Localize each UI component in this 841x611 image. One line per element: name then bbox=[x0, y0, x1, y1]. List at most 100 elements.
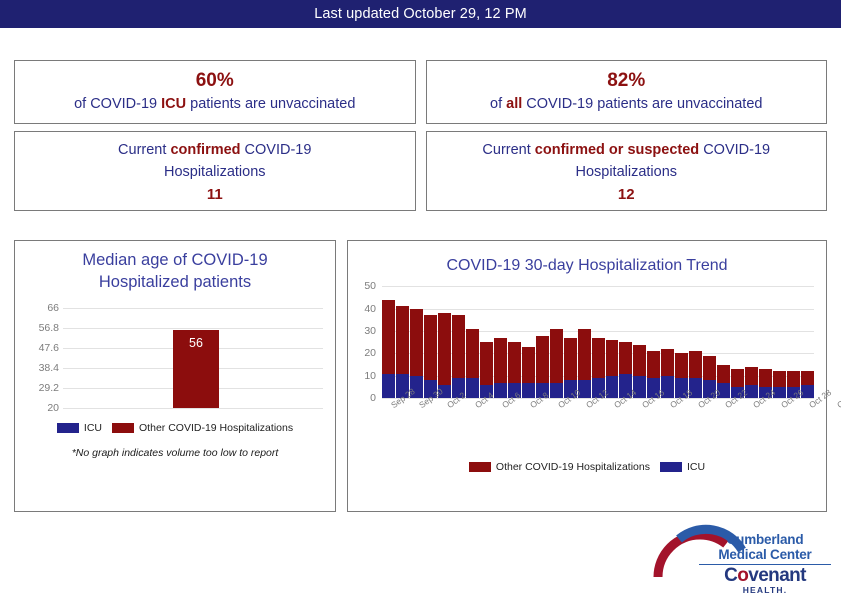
trend-bar-segment-other bbox=[549, 328, 563, 383]
trend-bar-segment-icu bbox=[577, 380, 591, 399]
median-age-bar-value: 56 bbox=[189, 335, 203, 350]
trend-bar-segment-icu bbox=[451, 378, 465, 399]
legend-item[interactable]: ICU bbox=[659, 461, 705, 473]
logo-line-medical-center: Medical Center bbox=[718, 547, 812, 563]
legend-item[interactable]: ICU bbox=[56, 422, 102, 434]
stat-cards-row-1: 60% of COVID-19 ICU patients are unvacci… bbox=[14, 60, 827, 124]
trend-bar[interactable] bbox=[605, 340, 619, 399]
stat-cards-row-2: Current confirmed COVID-19 Hospitalizati… bbox=[14, 131, 827, 211]
legend-swatch-icon bbox=[112, 422, 135, 433]
trend-bar[interactable] bbox=[409, 308, 423, 399]
trend-bar[interactable] bbox=[703, 355, 717, 399]
all-desc-prefix: of bbox=[490, 95, 507, 112]
trend-bar[interactable] bbox=[675, 353, 689, 399]
median-age-bar[interactable]: 56 bbox=[173, 329, 219, 408]
trend-bar[interactable] bbox=[773, 371, 787, 399]
suspected-emphasis: confirmed or suspected bbox=[534, 142, 700, 158]
logo-health: HEALTH. bbox=[742, 585, 788, 596]
legend-label: Other COVID-19 Hospitalizations bbox=[139, 421, 294, 434]
median-age-y-axis: 20 29.2 38.4 47.6 56.8 66 bbox=[25, 302, 59, 414]
trend-bar-segment-icu bbox=[409, 375, 423, 399]
trend-bar[interactable] bbox=[549, 328, 563, 399]
trend-bar-segment-other bbox=[787, 371, 801, 388]
trend-bar-segment-other bbox=[563, 337, 577, 381]
y-tick-label: 10 bbox=[364, 369, 376, 382]
trend-bars bbox=[382, 286, 815, 399]
y-tick-label: 56.8 bbox=[38, 321, 59, 334]
gridline bbox=[63, 307, 323, 309]
trend-bar[interactable] bbox=[661, 349, 675, 399]
suspected-suffix: COVID-19 bbox=[699, 142, 771, 158]
trend-bar-segment-other bbox=[619, 342, 633, 374]
y-tick-label: 40 bbox=[364, 302, 376, 315]
trend-bar[interactable] bbox=[465, 328, 479, 399]
confirmed-hosp-line2: Hospitalizations bbox=[163, 164, 266, 181]
panel-hospitalization-trend: COVID-19 30-day Hospitalization Trend 0 1… bbox=[347, 240, 841, 512]
trend-bar[interactable] bbox=[535, 335, 549, 399]
trend-bar-segment-icu bbox=[675, 378, 689, 399]
trend-bar[interactable] bbox=[633, 344, 647, 399]
y-tick-label: 20 bbox=[47, 401, 59, 414]
trend-bar[interactable] bbox=[619, 342, 633, 399]
confirmed-hosp-line1: Current confirmed COVID-19 bbox=[21, 139, 409, 161]
legend-swatch-icon bbox=[468, 462, 491, 473]
trend-bar-segment-icu bbox=[731, 387, 745, 399]
all-unvaccinated-percent: 82% bbox=[607, 70, 646, 91]
y-tick-label: 38.4 bbox=[38, 361, 59, 374]
trend-bar-segment-other bbox=[507, 342, 521, 383]
trend-bar-segment-other bbox=[703, 355, 717, 381]
trend-bar[interactable] bbox=[591, 337, 605, 399]
trend-bar-segment-icu bbox=[773, 387, 787, 399]
trend-bar[interactable] bbox=[423, 315, 437, 399]
panel-median-age: Median age of COVID-19 Hospitalized pati… bbox=[14, 240, 336, 512]
trend-bar[interactable] bbox=[507, 342, 521, 399]
trend-bar-segment-other bbox=[605, 340, 619, 376]
trend-bar-segment-other bbox=[675, 353, 689, 379]
trend-bar[interactable] bbox=[437, 313, 451, 399]
trend-bar[interactable] bbox=[493, 337, 507, 399]
charts-row: Median age of COVID-19 Hospitalized pati… bbox=[14, 240, 841, 512]
trend-bar[interactable] bbox=[759, 369, 773, 399]
trend-bar[interactable] bbox=[787, 371, 801, 399]
gridline bbox=[382, 331, 814, 333]
legend-item[interactable]: Other COVID-19 Hospitalizations bbox=[112, 422, 293, 434]
icu-desc-prefix: of COVID-19 bbox=[74, 95, 162, 112]
icu-unvaccinated-description: of COVID-19 ICU patients are unvaccinate… bbox=[21, 94, 409, 115]
gridline bbox=[382, 398, 814, 400]
y-tick-label: 20 bbox=[364, 347, 376, 360]
logo-covenant-o: o bbox=[737, 565, 749, 587]
legend-swatch-icon bbox=[56, 422, 79, 433]
logo-covenant-c: C bbox=[724, 565, 738, 587]
trend-bar-segment-other bbox=[661, 349, 675, 376]
trend-bar[interactable] bbox=[647, 351, 661, 399]
trend-bar-segment-icu bbox=[563, 380, 577, 399]
stat-cards-grid: 60% of COVID-19 ICU patients are unvacci… bbox=[14, 60, 827, 218]
trend-bar[interactable] bbox=[731, 369, 745, 399]
median-age-legend: ICU Other COVID-19 Hospitalizations bbox=[15, 422, 335, 434]
trend-x-axis: Sep 28 Sep 30 Oct 2 Oct 4 Oct 6 Oct 8 Oct 10 Oc… bbox=[382, 386, 841, 434]
trend-bar[interactable] bbox=[801, 371, 815, 399]
trend-bar[interactable] bbox=[689, 351, 703, 399]
all-desc-suffix: COVID-19 patients are unvaccinated bbox=[522, 95, 763, 112]
trend-bar-segment-icu bbox=[689, 378, 703, 399]
y-tick-label: 0 bbox=[370, 392, 376, 405]
trend-bar[interactable] bbox=[451, 315, 465, 399]
y-tick-label: 29.2 bbox=[38, 381, 59, 394]
trend-bar[interactable] bbox=[479, 342, 493, 399]
trend-bar-segment-icu bbox=[619, 373, 633, 399]
trend-bar[interactable] bbox=[521, 346, 535, 399]
legend-item[interactable]: Other COVID-19 Hospitalizations bbox=[468, 461, 650, 473]
trend-bar[interactable] bbox=[563, 337, 577, 399]
trend-bar[interactable] bbox=[395, 306, 409, 399]
logo-covenant: Covenant bbox=[699, 566, 831, 586]
confirmed-hosp-count: 11 bbox=[206, 185, 223, 203]
trend-bar-segment-other bbox=[409, 308, 423, 376]
trend-bar[interactable] bbox=[745, 366, 759, 399]
trend-bar[interactable] bbox=[382, 299, 395, 399]
y-tick-label: 30 bbox=[364, 325, 376, 338]
trend-bar[interactable] bbox=[577, 328, 591, 399]
trend-bar-segment-icu bbox=[535, 382, 549, 399]
trend-bar-segment-other bbox=[759, 369, 773, 388]
trend-bar[interactable] bbox=[717, 364, 731, 399]
card-icu-unvaccinated: 60% of COVID-19 ICU patients are unvacci… bbox=[14, 60, 416, 124]
